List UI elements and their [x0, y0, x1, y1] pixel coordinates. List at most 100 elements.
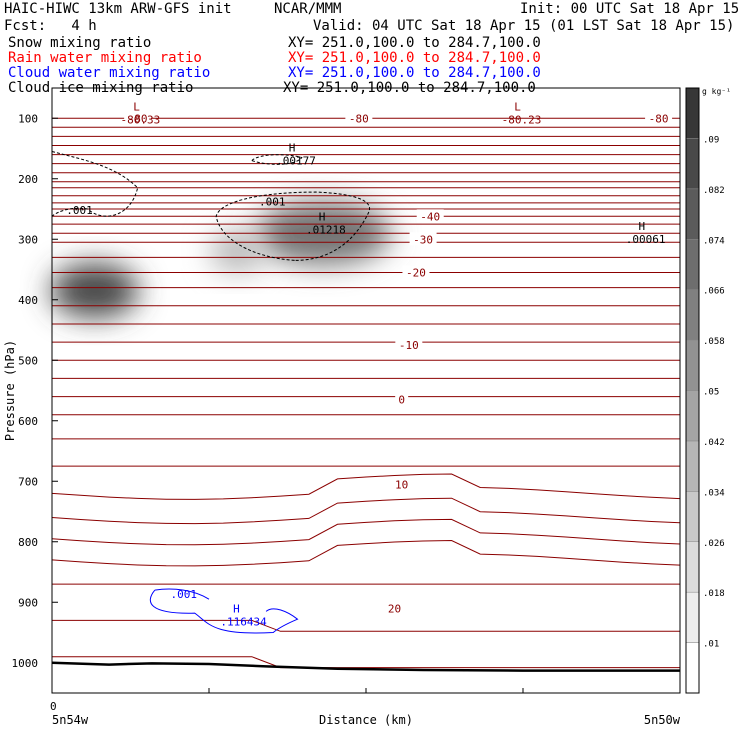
extremum-letter-1: L	[514, 100, 521, 113]
y-tick-label-8: 900	[18, 596, 38, 609]
theta-contour-29	[51, 497, 681, 525]
theta-contour-28	[51, 473, 681, 500]
colorbar-unit-label: g kg⁻¹	[702, 87, 731, 96]
ground-surface-line	[51, 661, 680, 672]
colorbar-swatch-7	[685, 289, 700, 341]
header-title: HAIC-HIWC 13km ARW-GFS init	[4, 1, 232, 17]
y-tick-label-4: 500	[18, 354, 38, 367]
cloud-ice-contour-2	[251, 154, 303, 165]
colorbar-label-9: .082	[703, 186, 725, 196]
colorbar-label-8: .074	[703, 236, 725, 246]
colorbar-label-0: .01	[703, 640, 719, 650]
y-tick-label-2: 300	[18, 233, 38, 246]
extremum-letter-5: H	[233, 602, 240, 615]
colorbar-frame	[685, 87, 700, 694]
temp-label-bg-8	[391, 477, 412, 491]
temp-label-bg-4	[409, 232, 437, 246]
extremum-value-2: .00177	[276, 154, 316, 167]
cloud-ice-contour-1	[215, 191, 371, 261]
colorbar-swatch-4	[685, 440, 700, 492]
temp-label-bg-1	[345, 111, 373, 125]
colorbar-swatch-8	[685, 239, 700, 290]
header-valid: Valid: 04 UTC Sat 18 Apr 15 (01 LST Sat …	[313, 18, 735, 34]
colorbar-swatch-1	[685, 591, 700, 643]
x-right-end-label: 5n50w	[644, 713, 681, 727]
temp-label-9: 20	[388, 602, 401, 615]
field-xy-rain: XY= 251.0,100.0 to 284.7,100.0	[288, 50, 541, 66]
y-tick-label-7: 800	[18, 536, 38, 549]
y-tick-label-6: 700	[18, 475, 38, 488]
field-xy-cloud-water: XY= 251.0,100.0 to 284.7,100.0	[288, 65, 541, 81]
theta-contour-31	[51, 539, 681, 567]
temp-label-bg-2	[645, 111, 673, 125]
colorbar-label-7: .066	[703, 287, 725, 297]
y-tick-label-0: 100	[18, 112, 38, 125]
temp-label-1: -80	[349, 112, 369, 125]
colorbar-swatch-10	[685, 138, 700, 190]
colorbar-label-1: .018	[703, 589, 725, 599]
header-init: Init: 00 UTC Sat 18 Apr 15	[520, 1, 740, 17]
contour-value-label-1: .001	[259, 196, 286, 209]
temp-label-4: -30	[413, 233, 433, 246]
extremum-letter-2: H	[289, 141, 296, 154]
header-fcst: Fcst: 4 h	[4, 18, 97, 34]
temp-label-0: -80	[128, 112, 148, 125]
temp-label-6: -10	[399, 339, 419, 352]
colorbar-swatch-9	[685, 188, 700, 240]
extremum-value-5: .116434	[220, 615, 267, 628]
y-tick-label-1: 200	[18, 173, 38, 186]
contour-value-label-2: .001	[170, 588, 197, 601]
temp-label-bg-7	[395, 392, 409, 406]
colorbar-swatch-5	[685, 390, 700, 442]
theta-contour-34	[52, 656, 680, 669]
y-tick-label-9: 1000	[12, 657, 39, 670]
extremum-letter-0: L	[133, 100, 140, 113]
y-axis-title: Pressure (hPa)	[3, 340, 17, 441]
extremum-value-3: .01218	[306, 223, 346, 236]
field-xy-snow: XY= 251.0,100.0 to 284.7,100.0	[288, 35, 541, 51]
x-left-end-label: 5n54w	[52, 713, 89, 727]
snow-shading-0	[50, 263, 139, 318]
temp-label-7: 0	[398, 394, 405, 407]
temp-label-bg-9	[384, 601, 405, 615]
field-label-cloud-water: Cloud water mixing ratio	[8, 65, 211, 81]
temp-label-5: -20	[406, 267, 426, 280]
cloud-water-contour	[150, 588, 299, 634]
temp-label-3: -40	[420, 210, 440, 223]
colorbar-swatch-3	[685, 491, 700, 543]
temp-label-8: 10	[395, 478, 408, 491]
field-label-rain: Rain water mixing ratio	[8, 50, 202, 66]
temp-label-bg-3	[416, 209, 444, 223]
header-center: NCAR/MMM	[274, 1, 342, 17]
colorbar-label-6: .058	[703, 337, 725, 347]
colorbar-label-3: .034	[703, 488, 725, 498]
extremum-value-1: -80.23	[502, 113, 542, 126]
colorbar-label-10: .09	[703, 135, 719, 145]
field-label-snow: Snow mixing ratio	[8, 35, 152, 51]
x-axis-title: Distance (km)	[319, 713, 413, 727]
extremum-value-4: .00061	[626, 233, 666, 246]
temp-label-2: -80	[649, 112, 669, 125]
temp-label-bg-5	[402, 265, 430, 279]
temp-label-bg-6	[395, 338, 423, 352]
y-tick-label-3: 400	[18, 294, 38, 307]
extremum-value-0: -80.33	[121, 113, 161, 126]
colorbar-swatch-6	[685, 339, 700, 391]
cloud-ice-contour-0	[51, 151, 139, 217]
colorbar-swatch-11	[685, 87, 700, 139]
colorbar-label-2: .026	[703, 539, 725, 549]
x-tick-label-0: 0	[50, 700, 57, 713]
snow-shading-2	[209, 230, 266, 273]
extremum-letter-3: H	[319, 210, 326, 223]
colorbar-label-5: .05	[703, 388, 719, 398]
y-tick-label-5: 600	[18, 415, 38, 428]
extremum-letter-4: H	[638, 220, 645, 233]
temp-label-bg-0	[124, 111, 152, 125]
colorbar-swatch-0	[685, 642, 700, 694]
colorbar-swatch-2	[685, 541, 700, 593]
plot-frame	[51, 87, 681, 694]
theta-contour-30	[51, 518, 681, 546]
contour-value-label-0: .001	[66, 204, 93, 217]
colorbar-label-4: .042	[703, 438, 725, 448]
